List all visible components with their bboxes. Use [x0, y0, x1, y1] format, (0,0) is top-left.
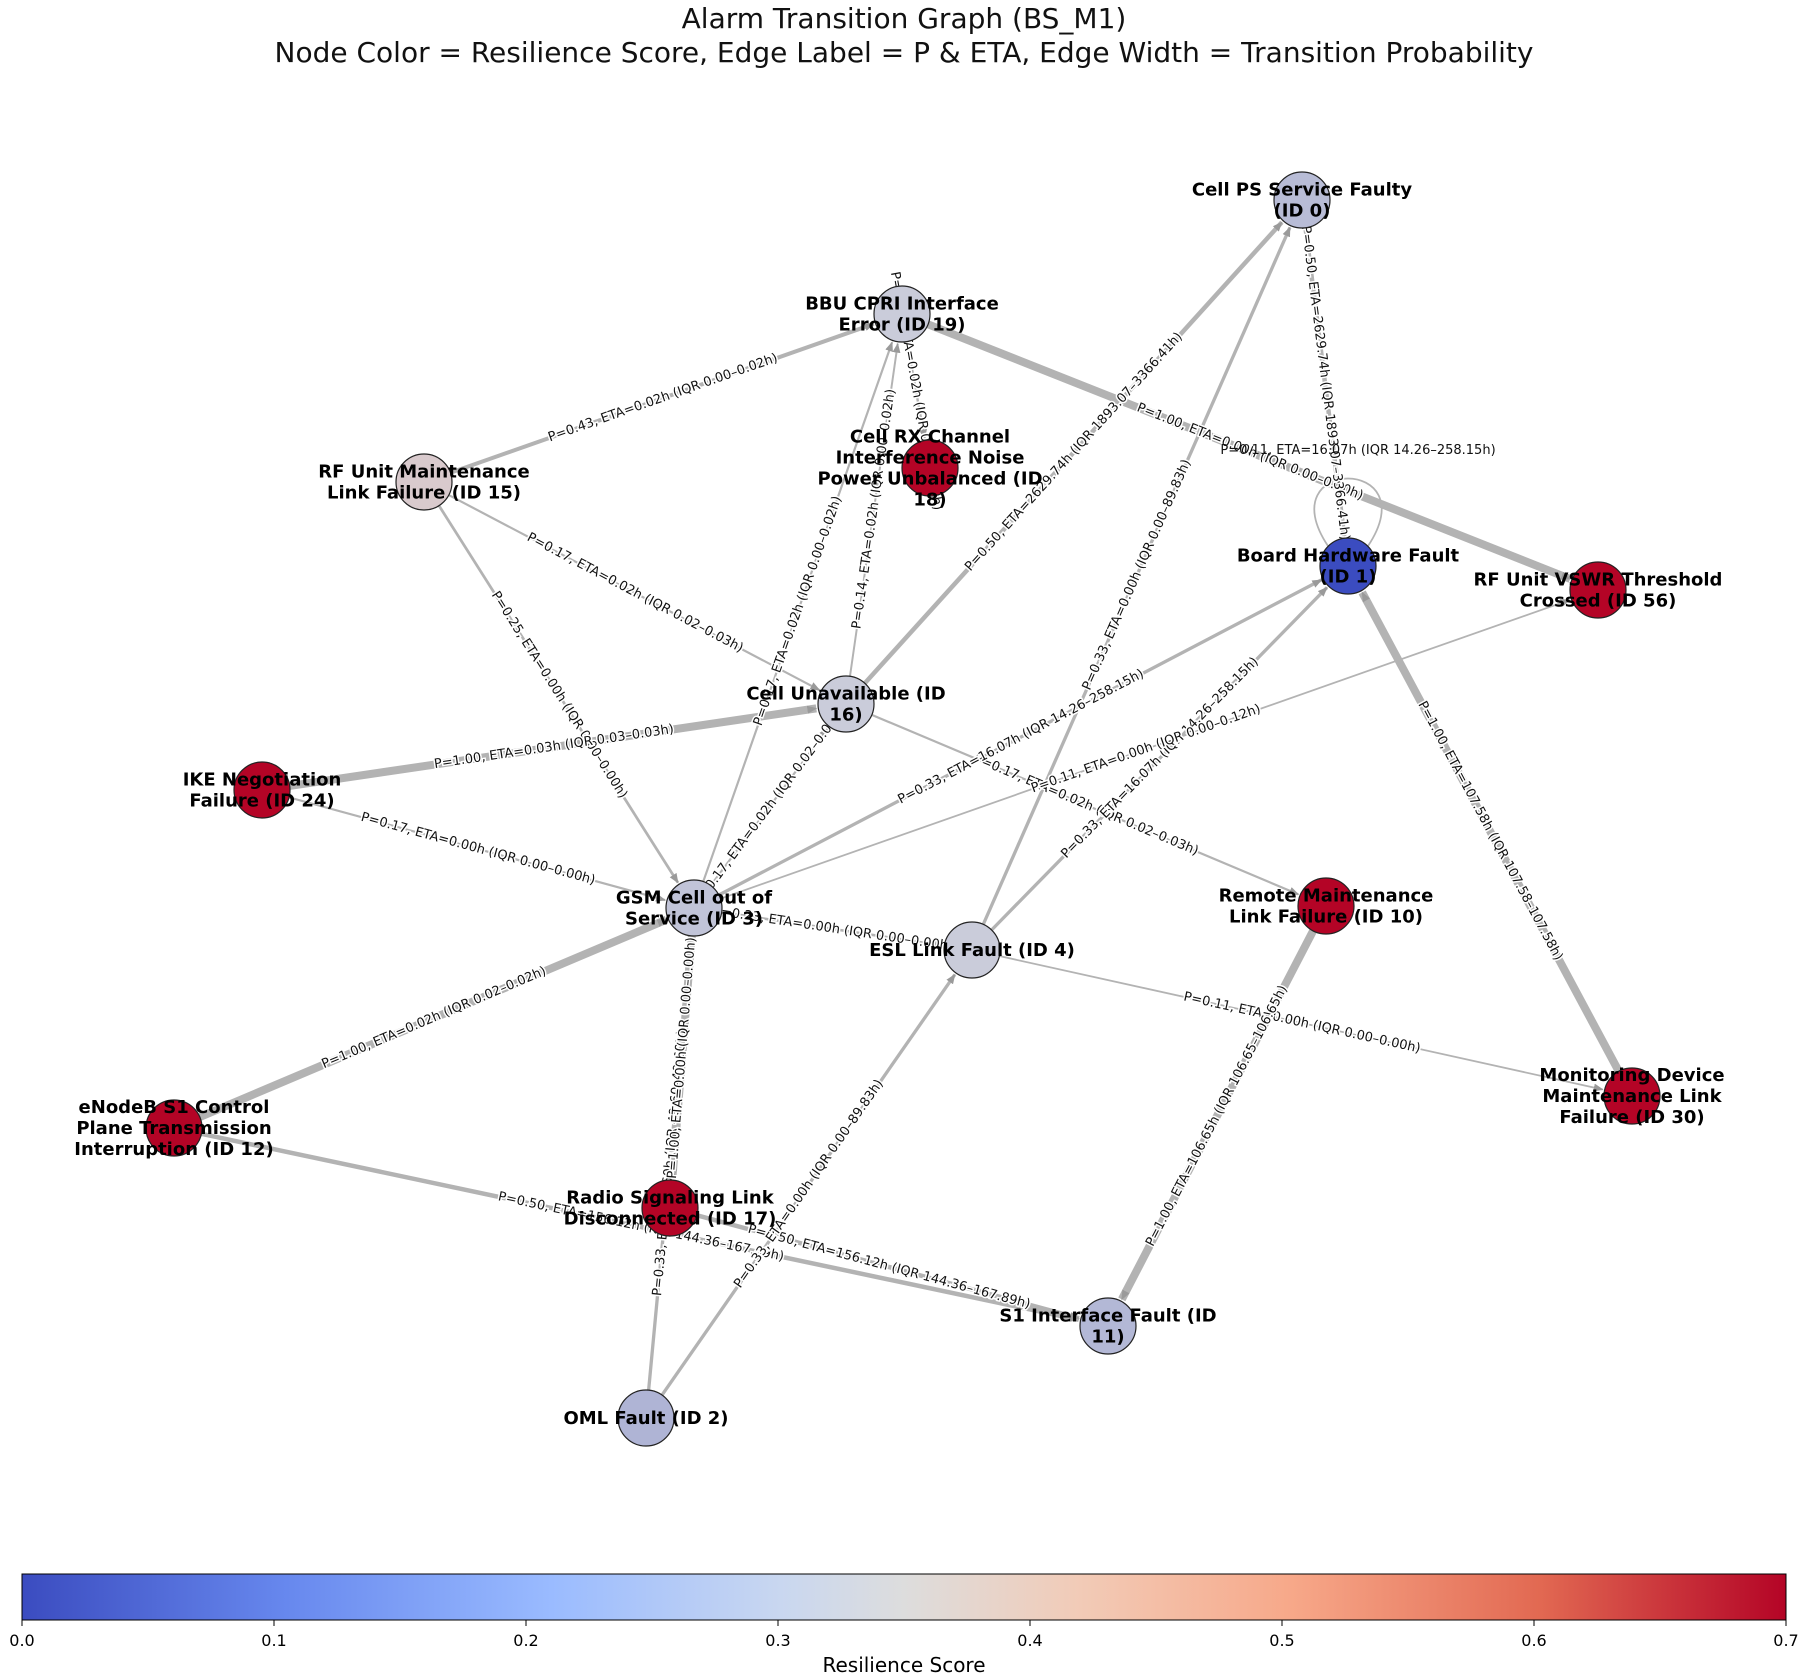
- node-circle-n12[interactable]: [145, 1099, 203, 1157]
- edge-line: [198, 916, 668, 1121]
- edge-line: [709, 727, 829, 887]
- edge-label: P=0.33, ETA=0.00h (IQR 0.00–89.83h): [1080, 457, 1195, 692]
- node-label-n15: RF Unit Maintenance Link Failure (ID 15): [318, 462, 529, 504]
- edge-line: [696, 1213, 1080, 1321]
- node-circle-n18[interactable]: [901, 439, 959, 497]
- colorbar-tick-label: 0.5: [1269, 1631, 1294, 1650]
- edge-label: P=1.00, ETA=0.03h (IQR 0.03–0.03h): [433, 722, 675, 772]
- edge-line: [848, 342, 901, 677]
- node-label-n4: ESL Link Fault (ID 4): [869, 940, 1075, 961]
- edge-line: [449, 322, 875, 475]
- edge-label: P=1.00, ETA=0.02h (IQR 0.02–0.02h): [320, 964, 549, 1072]
- edge-line: [926, 320, 1572, 583]
- colorbar-tick-label: 0.3: [765, 1631, 790, 1650]
- node-label-n30: Monitoring Device Maintenance Link Failure…: [1539, 1065, 1724, 1128]
- node-label-n11: S1 Interface Fault (ID 11): [999, 1306, 1216, 1348]
- node-circle-n17[interactable]: [641, 1179, 699, 1237]
- node-label-n24: IKE Negotiation Failure (ID 24): [183, 770, 342, 812]
- edge-line: [871, 713, 1300, 896]
- edge-label: P=0.14, ETA=0.02h (IQR 0.00–0.02h): [849, 388, 898, 630]
- edge-line: [200, 1131, 1080, 1322]
- edge-line: [990, 586, 1329, 932]
- edge-line: [702, 341, 894, 882]
- node-label-n12: eNodeB S1 Control Plane Transmission Inter…: [74, 1097, 273, 1160]
- colorbar-tick-label: 0.4: [1017, 1631, 1042, 1650]
- edge-label: P=0.11, ETA=0.00h (IQR 0.00–0.00h): [1182, 990, 1422, 1057]
- node-label-n56: RF Unit VSWR Threshold Crossed (ID 56): [1474, 570, 1723, 612]
- edge-line: [1118, 929, 1317, 1302]
- edge-label: P=0.43, ETA=0.02h (IQR 0.00–0.02h): [546, 351, 779, 445]
- edge-line: [981, 226, 1292, 926]
- node-circle-n11[interactable]: [1079, 1297, 1137, 1355]
- colorbar-tick-label: 0.7: [1773, 1631, 1798, 1650]
- node-labels-layer: Cell PS Service Faulty (ID 0) BBU CPRI Int…: [74, 180, 1724, 1430]
- edge-label: P=0.11, ETA=16.07h (IQR 14.26–258.15h): [1220, 443, 1495, 458]
- figure-title: Alarm Transition Graph (BS_M1) Node Colo…: [0, 2, 1808, 70]
- edge-label: P=0.50, ETA=156.12h (IQR 144.36–167.89h): [746, 1222, 1032, 1312]
- colorbar-gradient: [21, 1573, 1787, 1621]
- node-label-n2: OML Fault (ID 2): [563, 1408, 728, 1429]
- edge-label: P=1.00, ETA=106.65h (IQR 106.65–106.65h): [1143, 983, 1291, 1249]
- node-circle-n15[interactable]: [395, 453, 453, 511]
- edge-line: [863, 220, 1284, 685]
- node-circle-n19[interactable]: [873, 285, 931, 343]
- node-circle-n2[interactable]: [617, 1389, 675, 1447]
- edge-line: [448, 494, 821, 692]
- node-circle-n24[interactable]: [233, 761, 291, 819]
- edge-line: [289, 704, 818, 790]
- edge-line: [999, 955, 1604, 1092]
- edge-line: [718, 578, 1323, 897]
- node-label-n3: GSM Cell out of Service (ID 3): [616, 888, 772, 930]
- title-line-1: Alarm Transition Graph (BS_M1): [681, 2, 1127, 35]
- node-label-n1: Board Hardware Fault (ID 1): [1237, 546, 1460, 588]
- edge-line: [437, 504, 680, 884]
- node-circle-n1[interactable]: [1319, 537, 1377, 595]
- edge-label: P=0.17, ETA=0.00h (IQR 0.00–0.00h): [359, 810, 597, 888]
- node-label-n10: Remote Maintenance Link Failure (ID 10): [1219, 886, 1434, 928]
- colorbar: 0.0 0.1 0.2 0.3 0.4 0.5 0.6 0.7 Resilience Scor…: [9, 1573, 1799, 1677]
- edge-self-loop: [1313, 477, 1383, 547]
- edge-label: P=0.50, ETA=2629.74h (IQR 1893.07–3366.4…: [1298, 225, 1352, 541]
- colorbar-tick-label: 0.6: [1521, 1631, 1546, 1650]
- edge-label: P=0.25, ETA=0.00h (IQR 0.00–0.00h): [488, 589, 630, 802]
- node-circle-n30[interactable]: [1603, 1067, 1661, 1125]
- edge-line: [668, 935, 696, 1180]
- node-circle-n10[interactable]: [1297, 877, 1355, 935]
- edge-labels-layer: P=1.00, ETA=0.00h (IQR 0.00–0.00h) P=0.43…: [318, 223, 1567, 1313]
- node-circle-n16[interactable]: [817, 675, 875, 733]
- colorbar-ticks: 0.0 0.1 0.2 0.3 0.4 0.5 0.6 0.7: [9, 1620, 1799, 1650]
- edge-label: P=1.00, ETA=0.00h (IQR 0.00–0.00h): [665, 937, 699, 1180]
- node-circle-n0[interactable]: [1273, 171, 1331, 229]
- node-circle-n4[interactable]: [943, 921, 1001, 979]
- node-label-n18: Cell RX Channel Interference Noise Power U…: [817, 427, 1042, 511]
- node-label-n0: Cell PS Service Faulty (ID 0): [1192, 180, 1413, 222]
- edge-line: [721, 910, 944, 949]
- node-label-n16: Cell Unavailable (ID 16): [746, 684, 945, 726]
- colorbar-tick-label: 0.2: [513, 1631, 538, 1650]
- edge-label: P=0.17, ETA=0.02h (IQR 0.02–0.03h): [524, 530, 745, 656]
- colorbar-tick-label: 0.1: [261, 1631, 286, 1650]
- node-circle-n56[interactable]: [1569, 561, 1627, 619]
- edge-line: [660, 973, 957, 1396]
- node-circle-n3[interactable]: [665, 879, 723, 937]
- edge-line: [1358, 590, 1623, 1074]
- edge-line: [905, 341, 927, 440]
- nodes-layer: [145, 171, 1661, 1447]
- edge-line: [288, 796, 667, 902]
- edges-layer: [198, 220, 1623, 1396]
- colorbar-title: Resilience Score: [822, 1653, 985, 1677]
- edge-line: [720, 599, 1571, 900]
- colorbar-tick-label: 0.0: [9, 1631, 34, 1650]
- node-label-n17: Radio Signaling Link Disconnected (ID 17): [564, 1188, 777, 1230]
- edge-label: P=0.17, ETA=0.02h (IQR 0.02–0.03h): [692, 704, 849, 907]
- edge-label: P=1.00, ETA=107.58h (IQR 107.58–107.58h): [1414, 699, 1565, 963]
- node-label-n19: BBU CPRI Interface Error (ID 19): [805, 294, 999, 336]
- title-line-2: Node Color = Resilience Score, Edge Labe…: [274, 36, 1534, 69]
- edge-line: [1303, 227, 1348, 538]
